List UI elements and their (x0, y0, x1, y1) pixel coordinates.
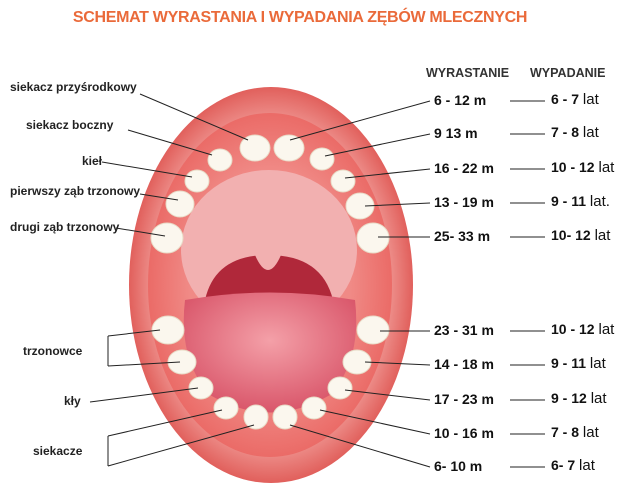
fall-range: 6 - 7 (551, 91, 580, 107)
fall-unit: lat (579, 457, 595, 474)
erupt-value: 16 - 22 m (434, 160, 494, 176)
fall-range: 7 - 8 (551, 424, 580, 440)
tooth (309, 147, 335, 171)
tooth (356, 222, 390, 254)
fall-value: 6 - 7 lat (551, 91, 599, 108)
fall-value: 6- 7 lat (551, 457, 595, 474)
fall-unit: lat (582, 91, 599, 108)
header-fall: WYPADANIE (530, 66, 606, 80)
tooth (188, 376, 214, 400)
tooth (330, 169, 356, 193)
label-lateral-incisor: siekacz boczny (26, 118, 114, 132)
leader-line (344, 389, 431, 401)
leader-line (364, 202, 431, 207)
erupt-value: 9 13 m (434, 125, 478, 141)
leader-line (324, 133, 431, 157)
leader-line (107, 361, 181, 367)
fall-range: 6- 7 (551, 457, 576, 473)
tooth (184, 169, 210, 193)
fall-unit: lat (594, 227, 611, 244)
leader-line (139, 93, 249, 141)
label-first-molar: pierwszy ząb trzonowy (10, 184, 141, 198)
fall-unit: lat (598, 159, 615, 176)
fall-unit: lat (582, 424, 599, 441)
erupt-value: 10 - 16 m (434, 425, 494, 441)
header-erupt: WYRASTANIE (426, 66, 510, 80)
fall-value: 7 - 8 lat (551, 424, 599, 441)
fall-range: 10 - 12 (551, 159, 595, 175)
tooth (167, 349, 197, 375)
fall-value: 10 - 12 lat (551, 159, 614, 176)
fall-value: 7 - 8 lat (551, 124, 599, 141)
throat (205, 255, 333, 300)
tooth (213, 396, 239, 420)
tooth (356, 315, 390, 345)
leader-line (344, 168, 431, 179)
erupt-value: 23 - 31 m (434, 322, 494, 338)
tooth (243, 404, 269, 430)
tooth (272, 404, 298, 430)
leader-line (101, 161, 193, 178)
tooth (207, 148, 233, 172)
leader-line (319, 409, 431, 435)
leader-line (107, 409, 223, 437)
leader-line (89, 387, 199, 403)
fall-value: 10- 12 lat (551, 227, 610, 244)
fall-value: 10 - 12 lat (551, 321, 614, 338)
label-canines: kły (64, 394, 81, 408)
erupt-value: 14 - 18 m (434, 356, 494, 372)
fall-unit: lat (598, 321, 615, 338)
leader-line (107, 424, 255, 467)
label-canine: kieł (82, 154, 103, 168)
erupt-value: 17 - 23 m (434, 391, 494, 407)
leader-line (364, 361, 431, 366)
tooth (327, 376, 353, 400)
fall-range: 9 - 11 (551, 193, 587, 209)
leader-line (289, 100, 431, 141)
erupt-value: 6- 10 m (434, 458, 483, 474)
tooth (273, 134, 305, 162)
uvula (255, 255, 281, 270)
fall-unit: lat (589, 355, 606, 372)
fall-value: 9 - 11 lat (551, 355, 606, 372)
tooth (151, 315, 185, 345)
fall-range: 9 - 11 (551, 355, 587, 371)
tooth (239, 134, 271, 162)
fall-value: 9 - 12 lat (551, 390, 607, 407)
erupt-value: 6 - 12 m (434, 92, 487, 108)
label-incisors: siekacze (33, 444, 83, 458)
leader-line (107, 329, 161, 337)
tooth (301, 396, 327, 420)
fall-value: 9 - 11 lat. (551, 193, 610, 210)
fall-range: 10- 12 (551, 227, 591, 243)
leader-line (127, 129, 213, 156)
fall-unit: lat (590, 390, 607, 407)
fall-unit: lat (582, 124, 599, 141)
fall-range: 10 - 12 (551, 321, 595, 337)
tongue (183, 292, 357, 413)
fall-range: 7 - 8 (551, 124, 580, 140)
fall-range: 9 - 12 (551, 390, 587, 406)
tooth (150, 222, 184, 254)
label-second-molar: drugi ząb trzonowy (10, 220, 120, 234)
leader-line (139, 193, 179, 201)
tooth (165, 190, 195, 218)
leader-line (289, 424, 431, 468)
label-central-incisor: siekacz przyśrodkowy (10, 80, 137, 94)
erupt-value: 13 - 19 m (434, 194, 494, 210)
erupt-value: 25- 33 m (434, 228, 491, 244)
leader-line (115, 227, 166, 237)
page-title: SCHEMAT WYRASTANIA I WYPADANIA ZĘBÓW MLE… (72, 9, 528, 26)
label-molars: trzonowce (23, 344, 83, 358)
fall-unit: lat. (589, 193, 610, 210)
